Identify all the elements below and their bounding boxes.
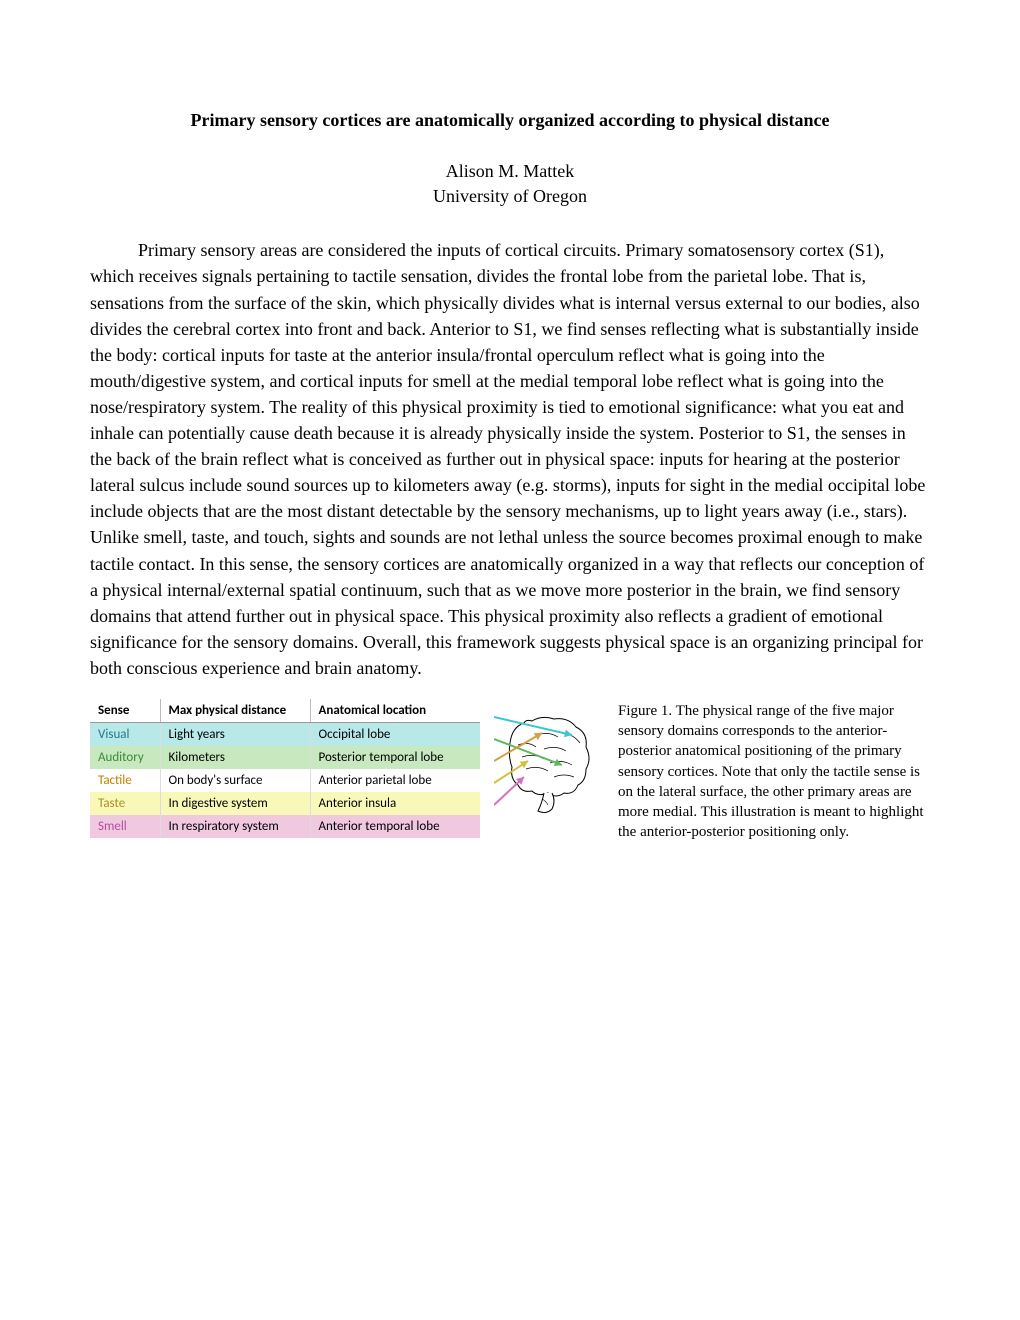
abstract-body: Primary sensory areas are considered the… xyxy=(90,237,930,681)
sensory-table: Sense Max physical distance Anatomical l… xyxy=(90,699,480,838)
table-row: TactileOn body's surfaceAnterior parieta… xyxy=(90,769,480,792)
table-row: SmellIn respiratory systemAnterior tempo… xyxy=(90,815,480,838)
author-block: Alison M. Mattek University of Oregon xyxy=(90,159,930,209)
distance-cell: On body's surface xyxy=(160,769,310,792)
sense-cell: Tactile xyxy=(90,769,160,792)
brain-svg xyxy=(494,705,604,825)
distance-cell: Kilometers xyxy=(160,746,310,769)
author-affiliation: University of Oregon xyxy=(90,184,930,209)
table-row: AuditoryKilometersPosterior temporal lob… xyxy=(90,746,480,769)
col-distance: Max physical distance xyxy=(160,699,310,723)
location-cell: Occipital lobe xyxy=(310,722,480,746)
table-row: VisualLight yearsOccipital lobe xyxy=(90,722,480,746)
paper-title: Primary sensory cortices are anatomicall… xyxy=(90,110,930,131)
figure-caption: Figure 1. The physical range of the five… xyxy=(618,699,930,843)
brain-diagram xyxy=(494,699,604,830)
location-cell: Anterior parietal lobe xyxy=(310,769,480,792)
location-cell: Anterior insula xyxy=(310,792,480,815)
table-row: TasteIn digestive systemAnterior insula xyxy=(90,792,480,815)
location-cell: Anterior temporal lobe xyxy=(310,815,480,838)
figure-section: Sense Max physical distance Anatomical l… xyxy=(90,699,930,843)
col-sense: Sense xyxy=(90,699,160,723)
sense-cell: Smell xyxy=(90,815,160,838)
distance-cell: Light years xyxy=(160,722,310,746)
sense-cell: Visual xyxy=(90,722,160,746)
location-cell: Posterior temporal lobe xyxy=(310,746,480,769)
sense-cell: Taste xyxy=(90,792,160,815)
sensory-table-wrap: Sense Max physical distance Anatomical l… xyxy=(90,699,480,838)
distance-cell: In respiratory system xyxy=(160,815,310,838)
sense-cell: Auditory xyxy=(90,746,160,769)
author-name: Alison M. Mattek xyxy=(90,159,930,184)
table-header-row: Sense Max physical distance Anatomical l… xyxy=(90,699,480,723)
distance-cell: In digestive system xyxy=(160,792,310,815)
col-location: Anatomical location xyxy=(310,699,480,723)
